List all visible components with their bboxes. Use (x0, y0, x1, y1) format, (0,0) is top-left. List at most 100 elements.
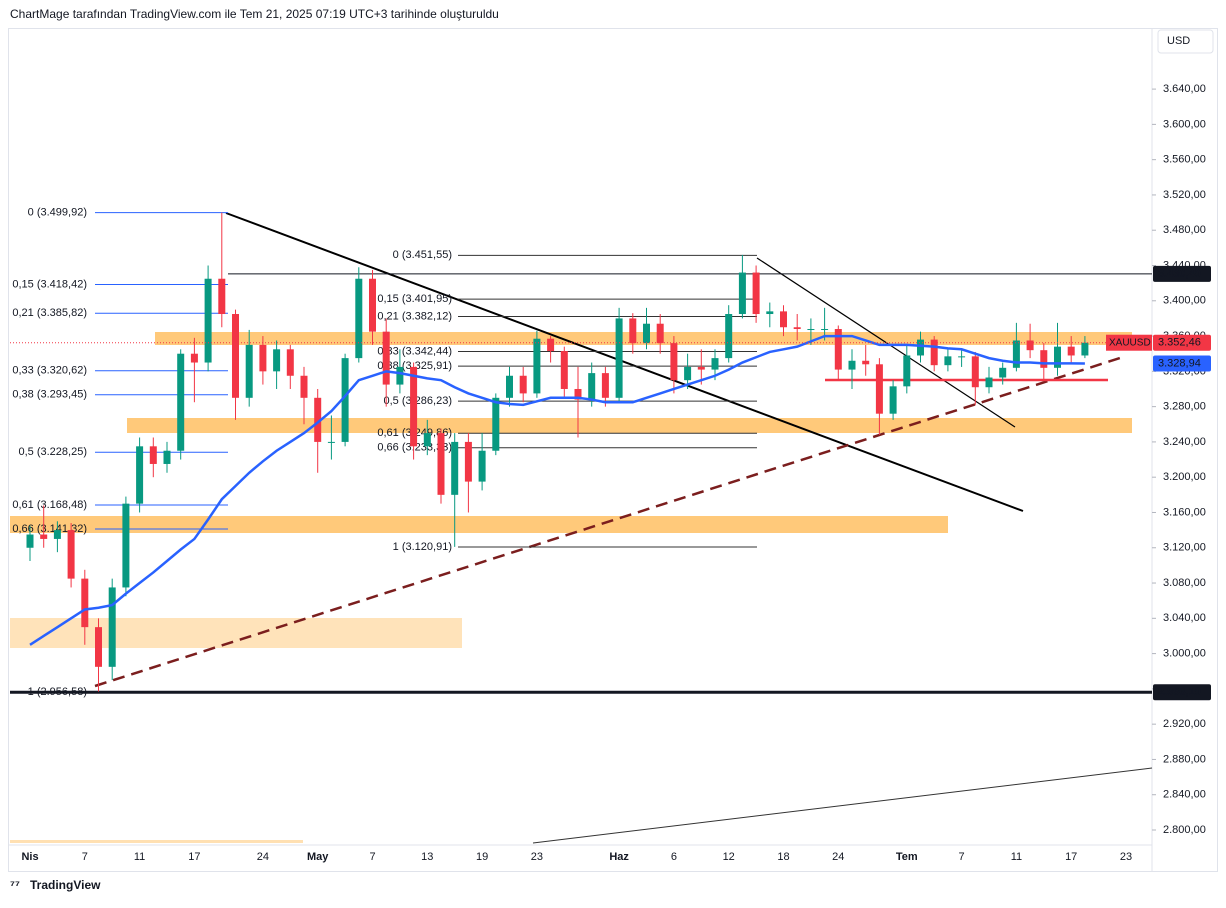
header-text: ChartMage tarafından TradingView.com ile… (10, 7, 499, 21)
x-tick-label: 11 (134, 851, 145, 863)
x-tick-label: 13 (421, 851, 433, 863)
fib-label: 0,21 (3.385,82) (12, 307, 87, 319)
candle-body (780, 311, 787, 328)
candle-body (848, 360, 856, 370)
fib-label: 0,66 (3.233,33) (377, 442, 452, 454)
y-tick-label: 2.800,00 (1163, 824, 1206, 836)
y-tick-label: 3.000,00 (1163, 648, 1206, 660)
fib-label: 0,15 (3.401,95) (377, 293, 452, 305)
y-tick-label: 3.520,00 (1163, 189, 1206, 201)
footer-brand: TradingView (30, 878, 101, 892)
currency[interactable]: USD (1167, 35, 1190, 47)
candle-body (1040, 350, 1048, 368)
fib-label: 0 (3.451,55) (393, 249, 452, 261)
zone (10, 840, 303, 843)
y-tick-label: 3.600,00 (1163, 118, 1206, 130)
fib-label: 0,38 (3.325,91) (377, 360, 452, 372)
x-tick-label: 19 (476, 851, 488, 863)
candle-body (999, 367, 1007, 378)
last-price-label: 3.352,46 (1158, 337, 1201, 349)
x-tick-label: May (307, 851, 329, 863)
candle-body (95, 627, 102, 667)
candle-body (26, 534, 34, 548)
y-tick-label: 2.840,00 (1163, 789, 1206, 801)
candle-body (410, 366, 418, 447)
fib-label: 0,33 (3.320,62) (12, 365, 87, 377)
candle-body (204, 278, 212, 363)
currency-button[interactable] (1157, 29, 1214, 54)
y-tick-label: 3.160,00 (1163, 506, 1206, 518)
y-tick-label: 3.120,00 (1163, 542, 1206, 554)
x-tick-label: Tem (896, 851, 918, 863)
candle-body (273, 349, 281, 372)
x-tick-label: Haz (609, 851, 629, 863)
y-tick-label: 3.040,00 (1163, 612, 1206, 624)
x-tick-label: 11 (1011, 851, 1022, 863)
candle-body (971, 356, 979, 388)
candle-body (108, 587, 116, 667)
y-tick-label: 3.200,00 (1163, 471, 1206, 483)
candle-body (81, 578, 89, 628)
x-tick-label: 12 (723, 851, 735, 863)
fib-label: 1 (3.120,91) (393, 541, 452, 553)
candle-body (738, 272, 746, 315)
candle-body (464, 441, 472, 482)
price-label-box (1153, 684, 1211, 701)
candle-body (821, 329, 829, 331)
y-tick-label: 2.880,00 (1163, 753, 1206, 765)
candle-body (53, 530, 61, 539)
x-tick-label: 23 (1120, 851, 1132, 863)
zone (127, 418, 1132, 433)
candle-body (355, 278, 363, 359)
candle-body (40, 534, 48, 539)
x-tick-label: 23 (531, 851, 543, 863)
candle-body (396, 366, 404, 385)
candle-body (533, 338, 541, 394)
candle-body (286, 349, 294, 376)
plot: 0 (3.499,92) 0,15 (3.418,42) 0,21 (3.385,8… (10, 207, 1152, 698)
candle-body (752, 272, 760, 315)
candle-body (382, 331, 390, 385)
symbol-label: XAUUSD (1109, 337, 1151, 348)
candle-body (1012, 340, 1020, 368)
candle-body (423, 433, 431, 447)
candle-body (122, 503, 130, 588)
candle-body (341, 358, 349, 442)
fib-label: 0,38 (3.293,45) (12, 389, 87, 401)
zone (10, 516, 948, 533)
candle-body (615, 318, 623, 398)
fib-label: 0,66 (3.141,32) (12, 523, 87, 535)
x-tick-label: 17 (188, 851, 200, 863)
fib-label: 0,21 (3.382,12) (377, 310, 452, 322)
candle-body (601, 373, 609, 398)
candle-body (903, 355, 911, 387)
candle-body (944, 356, 952, 366)
candle-body (684, 366, 692, 381)
x-tick-label: 24 (832, 851, 844, 863)
symbol-box (1106, 334, 1152, 351)
candle-body (697, 366, 705, 370)
candle-body (834, 329, 842, 370)
candle-body (506, 375, 513, 398)
candle-body (451, 441, 459, 495)
candle-body (177, 353, 185, 451)
candle-body (327, 441, 335, 443)
candle-body (985, 377, 993, 388)
x-tick-label: Nis (21, 851, 38, 863)
candle-body (519, 375, 527, 394)
candle-body (259, 344, 267, 372)
candle-body (190, 353, 198, 363)
price-label-box (1153, 265, 1211, 282)
x-tick-label: 7 (369, 851, 375, 863)
candle-body (232, 314, 239, 398)
fib-label: 0,5 (3.286,23) (384, 395, 453, 407)
candle-body (67, 530, 75, 579)
candle-body (1067, 346, 1075, 356)
candle-body (862, 360, 870, 365)
x-tick-label: 6 (671, 851, 677, 863)
x-tick-label: 18 (777, 851, 789, 863)
price-label: 3.430,49 (1158, 268, 1201, 280)
fib-label: 0,5 (3.228,25) (19, 446, 88, 458)
candle-body (492, 397, 500, 451)
